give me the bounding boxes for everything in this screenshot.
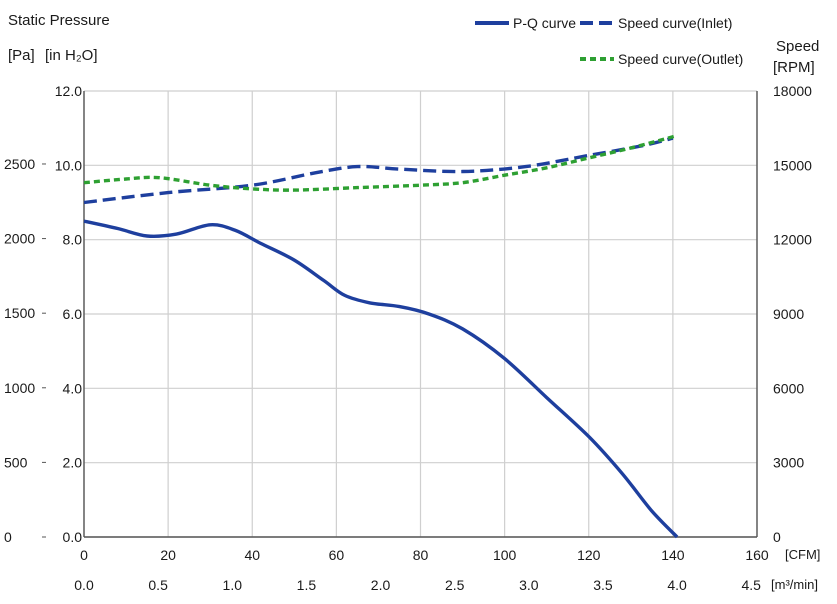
series-line-0 [83,219,679,539]
inh2o-tick-label: 10.0 [55,157,82,173]
m3min-tick-label: 0.0 [74,577,94,593]
inh2o-tick-label: 0.0 [63,529,83,545]
axis-layer: 0.02.04.06.08.010.012.005001000150020002… [4,83,812,593]
pa-tick-label: 2500 [4,156,35,172]
left-axis-title: Static Pressure [8,12,110,29]
right-axis-title: Speed [776,38,820,55]
pa-tick-label: 1000 [4,380,35,396]
m3min-tick-label: 4.0 [667,577,687,593]
legend-label-1: Speed curve(Inlet) [618,15,732,31]
right-axis-unit: [RPM] [773,59,815,76]
rpm-tick-label: 12000 [773,232,812,248]
pa-tick-label: 2000 [4,231,35,247]
legend-label-2: Speed curve(Outlet) [618,51,743,67]
legend-layer: P-Q curve Speed curve(Inlet) Speed curve(O… [475,15,743,67]
series-line-2 [83,133,678,192]
cfm-tick-label: 160 [745,547,769,563]
x-axis-cfm-unit: [CFM] [785,547,821,562]
m3min-tick-label: 3.0 [519,577,539,593]
cfm-tick-label: 80 [413,547,429,563]
inh2o-tick-label: 4.0 [63,380,83,396]
m3min-tick-label: 3.5 [593,577,613,593]
rpm-tick-label: 6000 [773,380,804,396]
x-axis-m3min-unit: [m³/min] [771,577,818,592]
cfm-tick-label: 40 [244,547,260,563]
series-layer [83,133,679,539]
pa-tick-label: 0 [4,529,12,545]
cfm-tick-label: 120 [577,547,601,563]
legend-label-0: P-Q curve [513,15,576,31]
cfm-tick-label: 60 [329,547,345,563]
cfm-tick-label: 20 [160,547,176,563]
cfm-tick-label: 0 [80,547,88,563]
pa-tick-label: 500 [4,454,28,470]
inh2o-tick-label: 6.0 [63,306,83,322]
rpm-tick-label: 9000 [773,306,804,322]
cfm-tick-label: 140 [661,547,685,563]
left-axis-unit-pa: [Pa] [8,47,35,64]
rpm-tick-label: 15000 [773,157,812,173]
inh2o-tick-label: 8.0 [63,232,83,248]
left-axis-unit-inh2o: [in H₂O] [45,47,98,64]
rpm-tick-label: 3000 [773,455,804,471]
series-line-1 [83,136,674,205]
rpm-tick-label: 0 [773,529,781,545]
m3min-tick-label: 1.5 [297,577,317,593]
m3min-tick-label: 2.5 [445,577,465,593]
cfm-tick-label: 100 [493,547,517,563]
inh2o-tick-label: 2.0 [63,455,83,471]
m3min-tick-label: 0.5 [148,577,168,593]
m3min-tick-label: 2.0 [371,577,391,593]
grid-layer [83,90,758,538]
pa-tick-label: 1500 [4,305,35,321]
rpm-tick-label: 18000 [773,83,812,99]
m3min-tick-label: 1.0 [223,577,243,593]
m3min-tick-label: 4.5 [741,577,761,593]
inh2o-tick-label: 12.0 [55,83,82,99]
